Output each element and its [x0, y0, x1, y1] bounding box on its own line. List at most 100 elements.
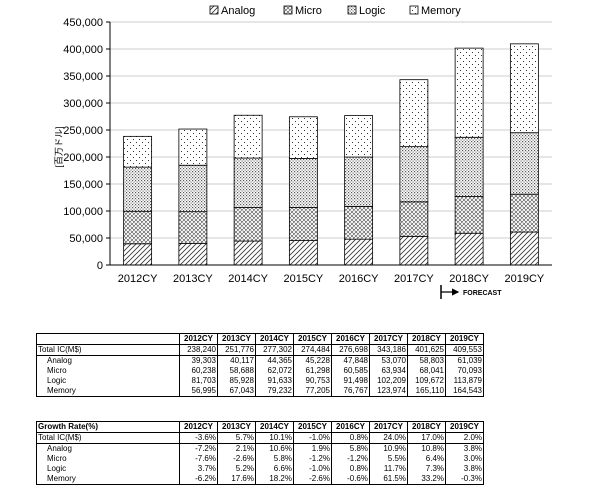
legend-swatch	[409, 5, 419, 15]
sales-year-header: 2019CY	[445, 333, 484, 345]
x-tick-label: 2017CY	[394, 273, 434, 285]
x-axis: 2012CY 2013CY 2014CY 2015CY 2016CY 2017CY 2018…	[110, 264, 552, 285]
x-tick-label: 2014CY	[228, 273, 268, 285]
bar-segment-analog	[344, 238, 374, 266]
sales-table-corner	[36, 333, 180, 345]
sales-cell: 56,995	[179, 386, 218, 397]
y-tick-label: 200,000	[63, 152, 103, 164]
x-tick-label: 2018CY	[449, 273, 489, 285]
bar-segment-memory	[399, 79, 429, 148]
sales-cell: 70,093	[445, 366, 484, 376]
sales-cell: 62,072	[255, 366, 294, 376]
sales-cell: 274,484	[293, 344, 332, 356]
growth-cell: -1.0%	[293, 432, 332, 444]
growth-cell: 0.8%	[331, 464, 370, 474]
growth-cell: 1.9%	[293, 443, 332, 454]
sales-year-header: 2014CY	[255, 333, 294, 345]
bar-segment-logic	[399, 146, 429, 203]
growth-cell: 0.8%	[331, 432, 370, 444]
y-tick-label: 350,000	[63, 71, 103, 83]
growth-cell: 10.1%	[255, 432, 294, 444]
bar-segment-analog	[399, 235, 429, 266]
growth-cell: 6.4%	[407, 454, 446, 464]
growth-year-header: 2014CY	[255, 421, 294, 433]
bar-segment-analog	[178, 242, 208, 266]
sales-row-label: Total IC(M$)	[36, 344, 180, 356]
bar-segment-analog	[509, 231, 539, 266]
growth-cell: -2.6%	[293, 474, 332, 485]
bar-segment-memory	[233, 114, 263, 159]
sales-cell: 343,186	[369, 344, 408, 356]
y-axis: 0 50,000 100,000 150,000 200,000 250,000 300,0…	[63, 17, 111, 272]
bar-segment-memory	[509, 43, 539, 134]
legend-item-memory: Memory	[409, 5, 461, 17]
growth-cell: 3.8%	[445, 443, 484, 454]
sales-cell: 409,553	[445, 344, 484, 356]
sales-year-header: 2015CY	[293, 333, 332, 345]
y-tick-label: 250,000	[63, 125, 103, 137]
forecast-marker: FORECAST	[440, 285, 502, 299]
legend-label: Memory	[421, 5, 461, 17]
bar-segment-logic	[288, 158, 318, 208]
growth-cell: 10.6%	[255, 443, 294, 454]
growth-cell: 5.8%	[255, 454, 294, 464]
y-tick-label: 50,000	[69, 233, 103, 245]
sales-cell: 277,302	[255, 344, 294, 356]
sales-cell: 85,928	[217, 376, 256, 386]
y-tick-label: 150,000	[63, 179, 103, 191]
forecast-label: FORECAST	[463, 290, 502, 297]
bar-segment-analog	[233, 240, 263, 266]
sales-cell: 44,365	[255, 355, 294, 366]
sales-cell: 63,934	[369, 366, 408, 376]
sales-cell: 109,672	[407, 376, 446, 386]
growth-cell: -6.2%	[179, 474, 218, 485]
chart-legend: Analog Micro Logic Memory	[209, 5, 461, 17]
growth-cell: 11.7%	[369, 464, 408, 474]
sales-cell: 67,043	[217, 386, 256, 397]
bar-segment-micro	[178, 211, 208, 244]
sales-cell: 58,803	[407, 355, 446, 366]
sales-cell: 60,585	[331, 366, 370, 376]
bar-segment-memory	[123, 135, 153, 168]
sales-cell: 68,041	[407, 366, 446, 376]
y-tick-label: 450,000	[63, 17, 103, 29]
growth-cell: 5.5%	[369, 454, 408, 464]
bar-segment-memory	[454, 47, 484, 138]
y-tick-label: 400,000	[63, 44, 103, 56]
table-row: Analog 39,303 40,117 44,365 45,228 47,848 53,0…	[36, 355, 484, 366]
table-row: Logic 3.7% 5.2% 6.6% -1.0% 0.8% 11.7% 7.3% 3.8%	[36, 464, 484, 474]
sales-cell: 91,633	[255, 376, 294, 386]
table-row: Memory -6.2% 17.6% 18.2% -2.6% -0.6% 61.5% 33.2…	[36, 474, 484, 485]
legend-label: Micro	[295, 5, 322, 17]
sales-year-header: 2012CY	[179, 333, 218, 345]
legend-swatch	[209, 5, 219, 15]
bar-segment-logic	[178, 164, 208, 213]
growth-cell: 10.8%	[407, 443, 446, 454]
bar-segment-micro	[123, 210, 153, 245]
growth-row-label: Analog	[36, 443, 180, 454]
sales-cell: 91,498	[331, 376, 370, 386]
sales-cell: 102,209	[369, 376, 408, 386]
growth-cell: 3.8%	[445, 464, 484, 474]
table-row: Total IC(M$) -3.6% 5.7% 10.1% -1.0% 0.8% 24.0%…	[36, 432, 484, 444]
growth-cell: -0.3%	[445, 474, 484, 485]
sales-year-header: 2018CY	[407, 333, 446, 345]
growth-cell: 18.2%	[255, 474, 294, 485]
growth-cell: -7.6%	[179, 454, 218, 464]
legend-label: Logic	[359, 5, 386, 17]
growth-cell: -0.6%	[331, 474, 370, 485]
growth-cell: 24.0%	[369, 432, 408, 444]
sales-cell: 61,039	[445, 355, 484, 366]
y-tick-label: 300,000	[63, 98, 103, 110]
sales-cell: 47,848	[331, 355, 370, 366]
growth-year-header: 2016CY	[331, 421, 370, 433]
growth-table-header: Growth Rate(%) 2012CY 2013CY 2014CY 2015CY 2…	[36, 421, 484, 433]
legend-swatch	[283, 5, 293, 15]
growth-cell: -3.6%	[179, 432, 218, 444]
y-axis-label: [百万ドル]	[54, 126, 64, 167]
sales-cell: 77,205	[293, 386, 332, 397]
growth-year-header: 2013CY	[217, 421, 256, 433]
bar-segment-logic	[509, 132, 539, 195]
bar-segment-logic	[123, 166, 153, 212]
legend-item-analog: Analog	[209, 5, 255, 17]
